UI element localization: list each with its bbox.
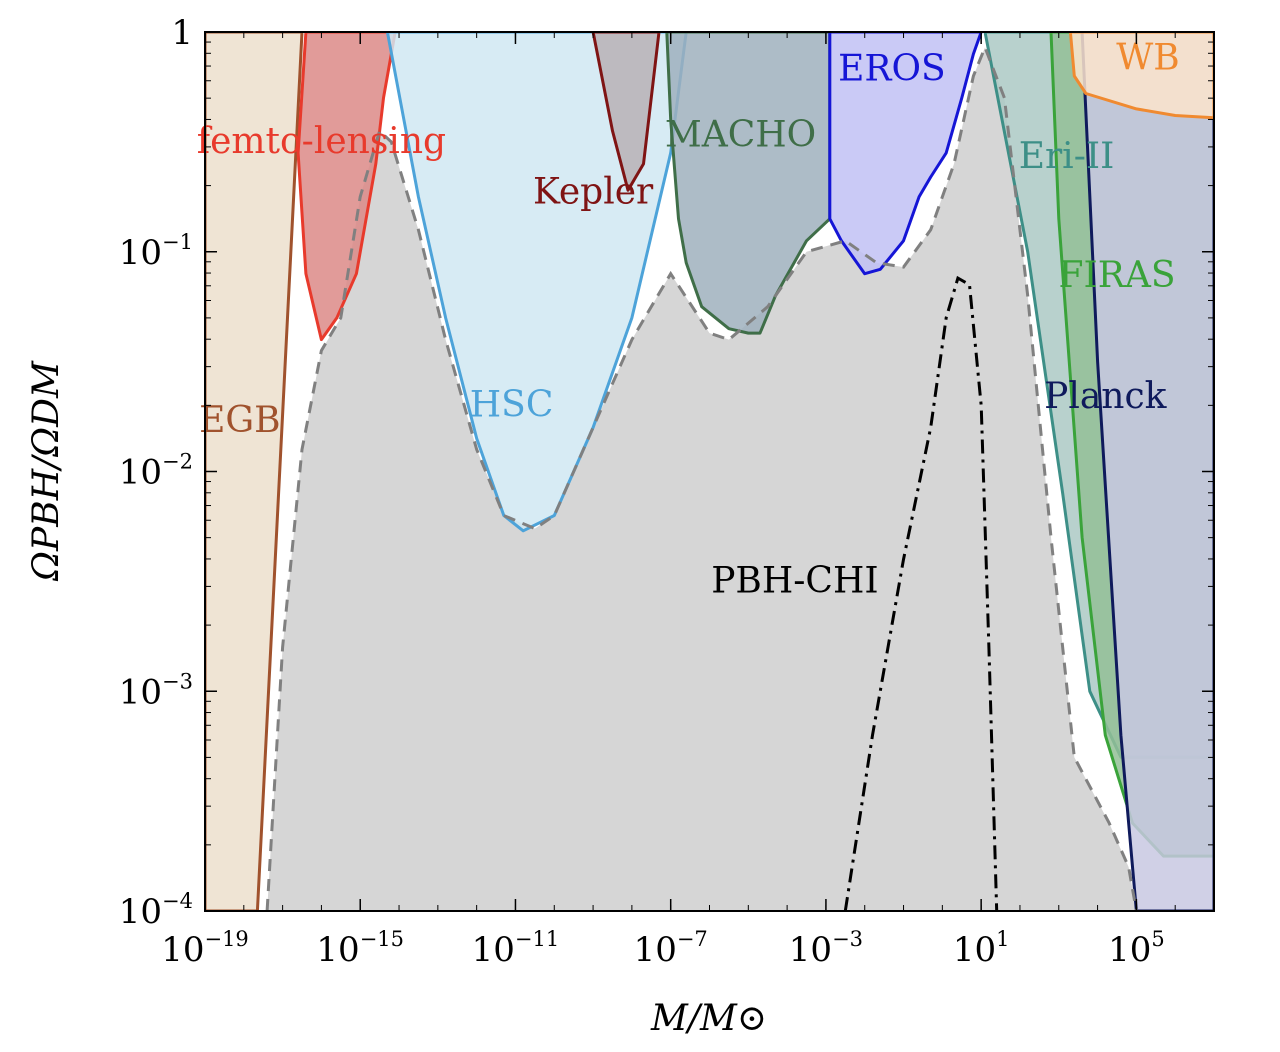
y-tick-label: 10−3 [119, 669, 193, 712]
region-label-firas: FIRAS [1059, 255, 1176, 296]
envelope-area [205, 47, 1214, 911]
x-tick-label: 10−15 [316, 927, 404, 970]
region-label-eros: EROS [838, 48, 946, 89]
region-label-kepler: Kepler [533, 171, 654, 212]
curve-label-pbh-chi: PBH-CHI [711, 560, 878, 601]
x-tick-label: 10−7 [634, 927, 708, 970]
region-wb [1068, 32, 1214, 120]
x-tick-label: 101 [953, 927, 1010, 970]
region-label-macho: MACHO [665, 114, 816, 155]
region-label-eri-ii: Eri-II [1019, 136, 1115, 177]
regions-layer [205, 32, 1214, 911]
region-planck [1080, 32, 1214, 911]
region-femto-lensing [296, 32, 397, 342]
x-tick-label: 10−3 [789, 927, 863, 970]
y-tick-label: 10−4 [119, 889, 193, 932]
region-label-wb: WB [1116, 37, 1179, 78]
x-axis-title: M/M⊙ [650, 998, 767, 1039]
region-label-femto-lensing: femto-lensing [197, 121, 446, 162]
region-labels: EGB femto-lensing HSC Kepler MACHO EROS Eri-II… [197, 37, 1180, 601]
region-label-hsc: HSC [470, 385, 554, 426]
y-tick-label: 10−1 [119, 230, 193, 273]
x-tick-label: 10−11 [472, 927, 560, 970]
x-tick-label: 10−19 [161, 927, 249, 970]
y-axis-title: ΩPBH/ΩDM [26, 360, 67, 582]
region-egb [205, 32, 304, 911]
axis-ticks: 10−19 10−15 10−11 10−7 10−3 101 10510−410−310−… [119, 13, 1215, 970]
x-tick-label: 105 [1108, 927, 1165, 970]
region-label-planck: Planck [1044, 376, 1168, 417]
curve-pbh-chi [843, 275, 999, 911]
envelope-boundary [265, 43, 1138, 911]
region-kepler [591, 32, 661, 192]
y-tick-label: 10−2 [119, 450, 193, 493]
y-tick-label: 1 [171, 13, 193, 53]
region-eros [828, 32, 983, 276]
region-label-egb: EGB [199, 400, 281, 441]
